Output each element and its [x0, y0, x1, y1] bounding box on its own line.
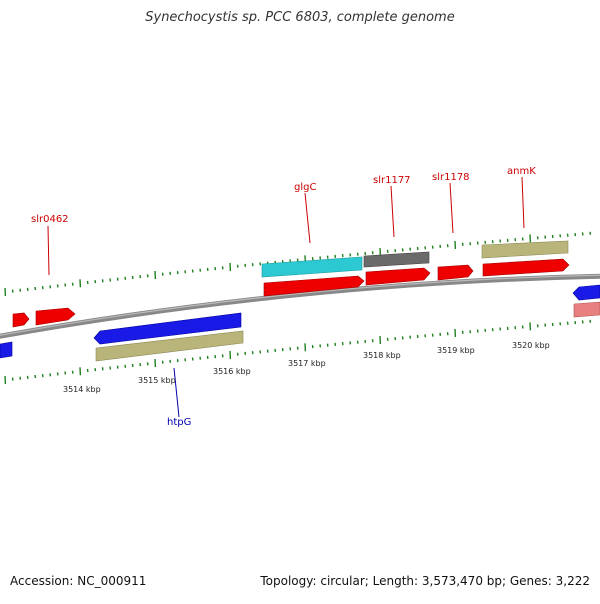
gene-label-slr0462[interactable]: slr0462: [31, 214, 69, 225]
lower-tick-track: [5, 320, 590, 384]
accession-text: Accession: NC_000911: [10, 574, 146, 588]
gene-arrow-blue-right[interactable]: [573, 285, 600, 300]
feature-pink-right[interactable]: [574, 302, 600, 317]
map-title: Synechocystis sp. PCC 6803, complete gen…: [0, 10, 600, 25]
scale-label: 3516 kbp: [213, 367, 251, 376]
feature-khaki-anmk[interactable]: [482, 241, 568, 258]
gene-arrow-gray-slr1177[interactable]: [364, 252, 429, 267]
gene-label-slr1178[interactable]: slr1178: [432, 172, 470, 183]
gene-arrow-red-anmk[interactable]: [483, 259, 569, 276]
gene-arrow-cyan-glgc[interactable]: [262, 257, 362, 277]
scale-label: 3520 kbp: [512, 341, 550, 350]
genome-summary-text: Topology: circular; Length: 3,573,470 bp…: [260, 574, 590, 588]
gene-label-htpg[interactable]: htpG: [167, 417, 191, 428]
gene-label-anmk[interactable]: anmK: [507, 166, 536, 177]
scale-label: 3518 kbp: [363, 351, 401, 360]
scale-label: 3514 kbp: [63, 385, 101, 394]
gene-label-slr1177[interactable]: slr1177: [373, 175, 411, 186]
gene-arrow-red-slr1178[interactable]: [438, 265, 473, 280]
gene-label-glgc[interactable]: glgC: [294, 182, 316, 193]
feature-track-upper: [13, 241, 569, 327]
scale-label: 3517 kbp: [288, 359, 326, 368]
scale-label: 3519 kbp: [437, 346, 475, 355]
gene-arrow-red-small[interactable]: [13, 313, 29, 327]
gene-arrow-blue-left[interactable]: [0, 342, 12, 358]
scale-label: 3515 kbp: [138, 376, 176, 385]
